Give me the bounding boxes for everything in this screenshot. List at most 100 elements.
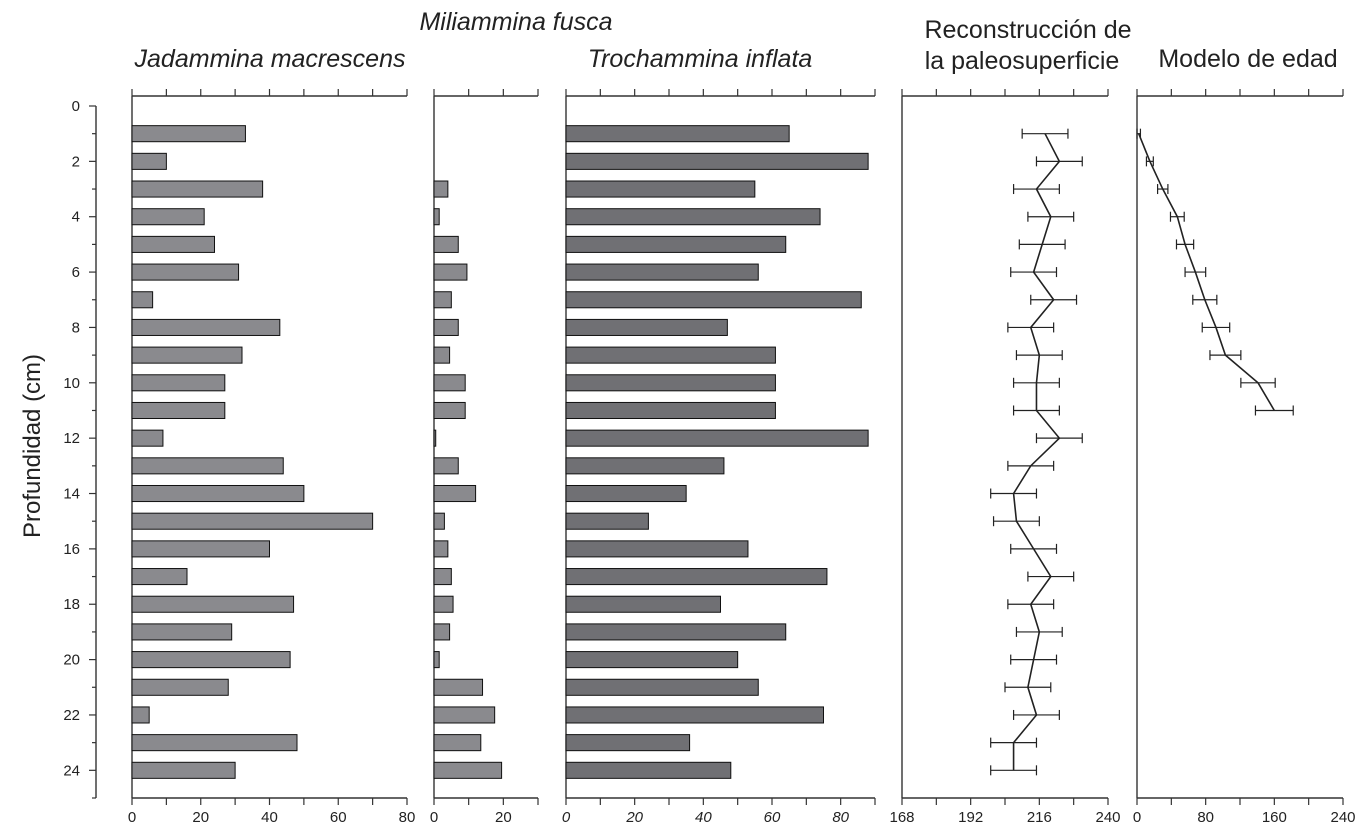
x-tick-label: 160 [1262,809,1287,826]
x-tick-label: 168 [889,809,914,826]
bar [565,180,756,198]
bar [565,623,787,641]
panel-title-trochammina: Trochammina inflata [588,45,813,73]
bar [565,263,759,281]
bar [131,401,226,420]
bar [131,152,167,170]
bar [565,208,821,226]
bar [131,125,246,143]
bar [131,651,291,669]
x-tick-label: 80 [832,809,849,826]
bar [433,318,459,336]
x-tick-label: 80 [399,809,416,826]
bar [433,595,454,613]
bar [565,540,749,558]
bar [433,484,477,503]
x-tick-label: 60 [764,809,781,826]
bar [433,651,440,669]
bar [565,429,869,447]
bar [433,374,466,392]
depth-tick-label: 22 [63,707,80,724]
x-tick-label: 60 [330,809,347,826]
bar [433,678,484,696]
bar [565,678,759,696]
bar [131,180,264,198]
x-tick-label: 0 [128,809,136,826]
bar [433,263,468,281]
bar [433,429,437,447]
x-tick-label: 80 [1197,809,1214,826]
bar [131,429,164,447]
bar [433,457,459,475]
x-tick-label: 0 [562,809,571,826]
panel-title-reconstruction-line1: Reconstrucción de [924,16,1131,44]
bar [131,568,188,586]
bar [433,761,503,779]
bar [131,208,205,226]
bar [565,595,721,613]
bar [131,595,295,613]
x-tick-label: 0 [430,809,438,826]
y-axis-title: Profundidad (cm) [19,354,46,538]
panel-title-jadammina: Jadammina macrescens [134,45,406,73]
bar [433,623,451,641]
x-tick-label: 192 [958,809,983,826]
x-tick-label: 20 [192,809,209,826]
depth-tick-label: 16 [63,541,80,558]
bar [565,761,732,779]
bar [565,374,776,392]
bar [565,152,869,170]
depth-tick-label: 4 [72,209,80,226]
x-tick-label: 240 [1330,809,1355,826]
bar [131,374,226,392]
panel-title-age-model: Modelo de edad [1158,45,1337,73]
bar [131,678,229,696]
depth-tick-label: 0 [72,98,80,115]
bar [131,706,150,724]
depth-tick-label: 24 [63,762,80,779]
bar [131,734,298,752]
bar [565,706,824,724]
bar [565,401,776,420]
x-tick-label: 40 [695,809,712,826]
bar [565,125,790,143]
x-tick-label: 240 [1095,809,1120,826]
depth-tick-label: 20 [63,652,80,669]
x-tick-label: 40 [261,809,278,826]
depth-tick-label: 8 [72,319,80,336]
bar [433,180,449,198]
bar [433,512,445,530]
bar [565,568,828,586]
x-tick-label: 0 [1133,809,1141,826]
bar [131,761,236,779]
bar [433,346,451,364]
panel-miliammina-fusca: 0 20 [430,89,539,826]
depth-tick-label: 14 [63,486,80,503]
bar [565,484,687,503]
bar [131,263,240,281]
x-tick-label: 216 [1027,809,1052,826]
bar [565,291,862,309]
bar [565,318,728,336]
panel-jadammina-macrescens: 0 20 40 60 80 [128,89,416,826]
bar [565,346,776,364]
depth-tick-label: 6 [72,264,80,281]
bar [565,734,691,752]
bar [131,623,233,641]
panel-trochammina-inflata: 0 20 40 60 80 [562,89,876,826]
bar [433,540,449,558]
bar [433,568,452,586]
bar [433,208,440,226]
bar [131,346,243,364]
bar [433,734,482,752]
bar [565,651,739,669]
panel-age-model: 0 80 160 240 [1133,89,1356,826]
depth-tick-label: 12 [63,430,80,447]
bar [565,235,787,253]
bar [131,318,281,336]
x-tick-label: 20 [495,809,512,826]
series-line [1012,133,1061,771]
x-tick-label: 20 [625,809,643,826]
bar [433,235,459,253]
